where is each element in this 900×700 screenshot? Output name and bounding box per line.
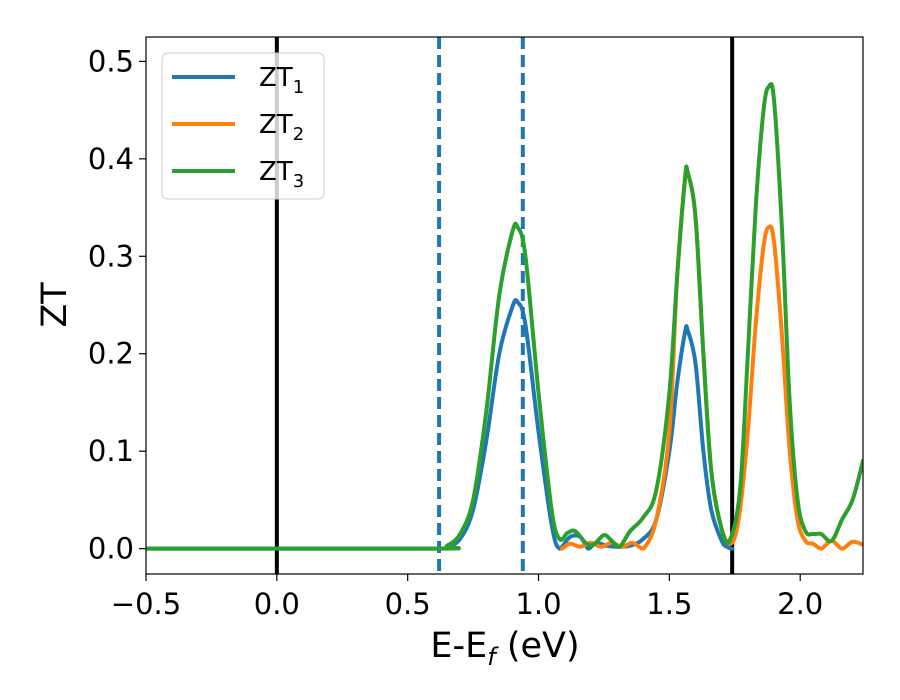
y-tick-label: 0.5 [88, 44, 134, 78]
y-tick-label: 0.0 [88, 532, 134, 566]
legend: ZT1 ZT2 ZT3 [161, 52, 325, 200]
y-tick-label: 0.2 [88, 337, 134, 371]
y-tick-label: 0.1 [88, 434, 134, 468]
x-axis-label-main: E-E [430, 626, 487, 666]
legend-entry-zt2: ZT2 [172, 110, 304, 145]
x-axis-label-unit: (eV) [496, 626, 580, 666]
x-tick-label: 2.0 [777, 587, 823, 621]
series-line-zt3 [146, 82, 863, 551]
x-tick-label: 1.5 [646, 587, 692, 621]
x-tick-label: 1.0 [515, 587, 561, 621]
legend-label: ZT2 [259, 110, 304, 145]
legend-label: ZT3 [259, 157, 304, 192]
legend-label: ZT1 [259, 63, 304, 98]
x-tick-label: 0.5 [385, 587, 431, 621]
legend-entry-zt1: ZT1 [172, 63, 304, 98]
y-axis-label: ZT [35, 282, 75, 328]
y-tick-label: 0.4 [88, 142, 134, 176]
x-tick-label: 0.0 [254, 587, 300, 621]
legend-entry-zt3: ZT3 [172, 157, 304, 192]
x-axis-label: E-Ef (eV) [430, 626, 579, 671]
legend-box [161, 52, 325, 200]
series-line-zt1 [146, 298, 735, 551]
plot-frame [145, 36, 864, 575]
x-tick-label: −0.5 [111, 587, 181, 621]
y-tick-label: 0.3 [88, 239, 134, 273]
